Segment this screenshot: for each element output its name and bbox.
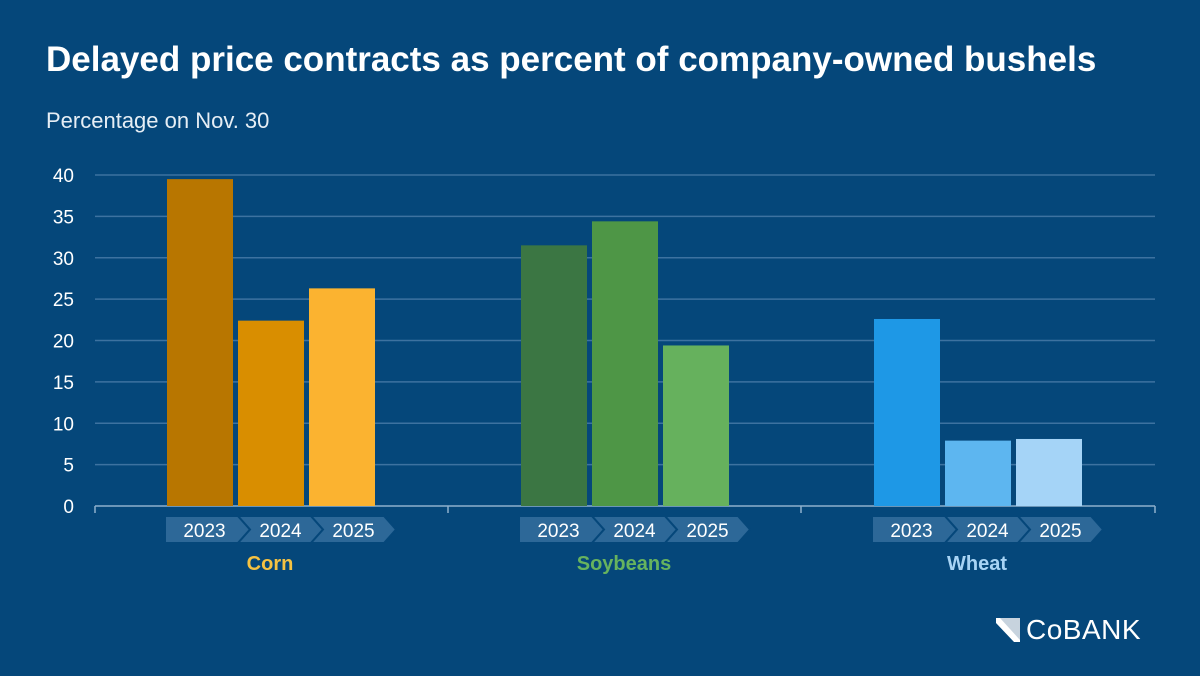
- x-tick-label: 2024: [259, 521, 302, 542]
- y-tick-label: 5: [63, 456, 74, 477]
- bar-soybeans-2025: [663, 345, 729, 506]
- x-tick-label: 2023: [890, 521, 932, 542]
- bar-wheat-2024: [945, 440, 1011, 506]
- group-label-wheat: Wheat: [947, 553, 1007, 575]
- group-label-corn: Corn: [247, 553, 294, 575]
- cobank-logo: CoBANK: [996, 614, 1141, 646]
- year-chevron: [662, 515, 752, 544]
- bar-soybeans-2024: [592, 221, 658, 506]
- x-tick-label: 2024: [966, 521, 1009, 542]
- bar-corn-2025: [309, 288, 375, 506]
- bar-wheat-2025: [1016, 438, 1082, 506]
- x-tick-label: 2025: [332, 521, 374, 542]
- x-tick-label: 2025: [686, 521, 728, 542]
- y-tick-label: 0: [63, 497, 74, 518]
- y-tick-label: 35: [53, 207, 74, 228]
- x-tick-label: 2023: [537, 521, 579, 542]
- y-tick-label: 10: [53, 414, 74, 435]
- y-tick-label: 20: [53, 332, 74, 353]
- x-tick-label: 2024: [613, 521, 656, 542]
- bar-soybeans-2023: [521, 245, 587, 506]
- x-tick-label: 2025: [1039, 521, 1081, 542]
- bar-corn-2023: [167, 179, 233, 506]
- year-chevron: [308, 515, 398, 544]
- y-tick-label: 25: [53, 290, 74, 311]
- cobank-logo-icon: [996, 618, 1020, 642]
- group-label-soybeans: Soybeans: [577, 553, 671, 575]
- y-tick-label: 30: [53, 249, 74, 270]
- y-tick-label: 15: [53, 373, 74, 394]
- logo-text: CoBANK: [1026, 614, 1142, 645]
- x-tick-label: 2023: [183, 521, 225, 542]
- year-chevron: [1015, 515, 1105, 544]
- bar-wheat-2023: [874, 318, 940, 506]
- chart-title: Delayed price contracts as percent of co…: [46, 40, 1097, 79]
- y-tick-label: 40: [53, 166, 74, 187]
- bar-corn-2024: [238, 320, 304, 506]
- chart-subtitle: Percentage on Nov. 30: [46, 108, 270, 133]
